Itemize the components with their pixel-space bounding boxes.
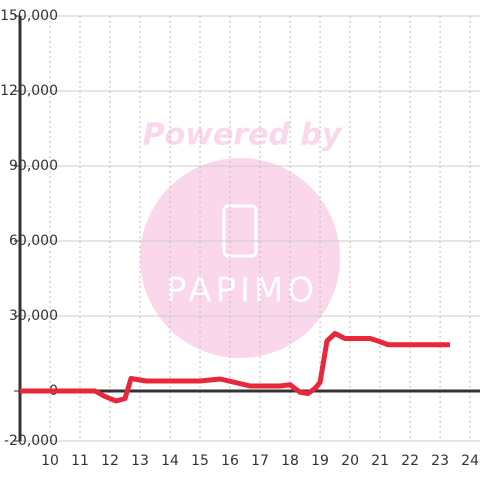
x-tick-label: 19 — [311, 453, 329, 469]
y-tick-label: 150,000 — [0, 8, 58, 24]
x-tick-label: 24 — [461, 453, 479, 469]
x-tick-label: 15 — [191, 453, 209, 469]
x-tick-label: 18 — [281, 453, 299, 469]
y-tick-label: 60,000 — [9, 233, 58, 249]
y-tick-label: -20,000 — [4, 433, 58, 449]
y-tick-label: 120,000 — [0, 83, 58, 99]
data-line — [20, 331, 450, 404]
x-tick-label: 14 — [161, 453, 179, 469]
x-tick-label: 21 — [371, 453, 389, 469]
plot: -20,000030,00060,00090,000120,000150,000… — [0, 8, 480, 469]
x-tick-label: 13 — [131, 453, 149, 469]
watermark-text: Powered by — [143, 118, 343, 153]
y-tick-label: 30,000 — [9, 308, 58, 324]
x-tick-label: 12 — [101, 453, 119, 469]
x-tick-label: 17 — [251, 453, 269, 469]
watermark: Powered by PAPIMO — [140, 118, 343, 358]
x-tick-label: 20 — [341, 453, 359, 469]
x-tick-label: 22 — [401, 453, 419, 469]
x-tick-label: 10 — [41, 453, 59, 469]
watermark-logo: PAPIMO — [166, 271, 318, 311]
watermark-circle — [140, 158, 340, 358]
watermark-icon — [222, 204, 258, 258]
y-tick-label: 90,000 — [9, 158, 58, 174]
x-tick-label: 16 — [221, 453, 239, 469]
x-tick-label: 23 — [431, 453, 449, 469]
x-tick-label: 11 — [71, 453, 89, 469]
